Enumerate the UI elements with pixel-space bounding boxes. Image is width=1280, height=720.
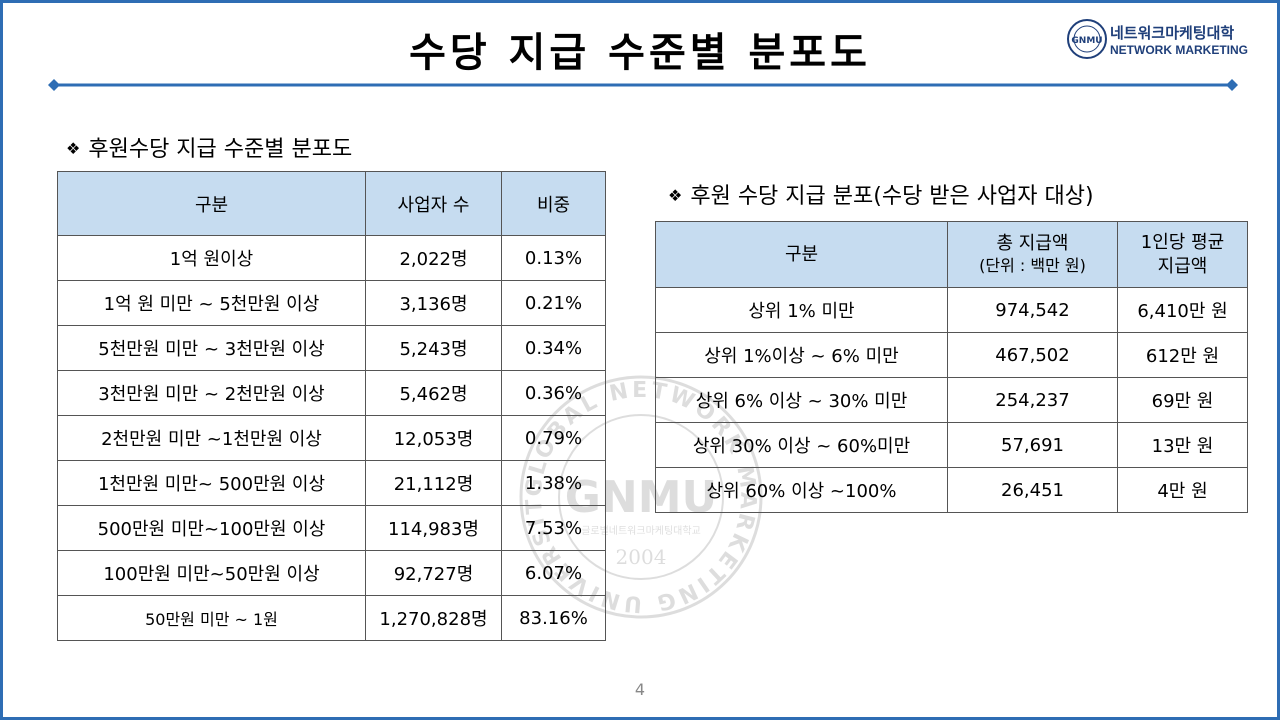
table-row: 2천만원 미만 ~1천만원 이상 12,053명 0.79% (57, 415, 606, 461)
table-row: 상위 1% 미만 974,542 6,410만 원 (655, 287, 1248, 333)
logo-english-name: NETWORK MARKETING (1110, 43, 1248, 57)
table-row: 1억 원이상 2,022명 0.13% (57, 235, 606, 281)
university-emblem-icon: GNMU (1067, 19, 1107, 59)
header-total-payment: 총 지급액 (단위 : 백만 원) (947, 221, 1118, 288)
slide-title: 수당 지급 수준별 분포도 (409, 30, 871, 76)
row-count: 92,727명 (365, 550, 502, 596)
row-category: 5천만원 미만 ~ 3천만원 이상 (57, 325, 366, 371)
table-header-row: 구분 총 지급액 (단위 : 백만 원) 1인당 평균 지급액 (655, 221, 1248, 288)
row-category: 상위 1%이상 ~ 6% 미만 (655, 332, 948, 378)
row-total: 26,451 (947, 467, 1118, 513)
table-row: 50만원 미만 ~ 1원 1,270,828명 83.16% (57, 595, 606, 641)
row-category: 2천만원 미만 ~1천만원 이상 (57, 415, 366, 461)
diamond-bullet-icon: ❖ (668, 186, 683, 205)
row-category: 50만원 미만 ~ 1원 (57, 595, 366, 641)
table-row: 5천만원 미만 ~ 3천만원 이상 5,243명 0.34% (57, 325, 606, 371)
row-ratio: 0.13% (501, 235, 606, 281)
university-logo: GNMU 네트워크마케팅대학 NETWORK MARKETING (1066, 18, 1266, 62)
row-ratio: 1.38% (501, 460, 606, 506)
row-ratio: 0.36% (501, 370, 606, 416)
row-category: 상위 60% 이상 ~100% (655, 467, 948, 513)
table-row: 1천만원 미만~ 500만원 이상 21,112명 1.38% (57, 460, 606, 506)
row-average: 4만 원 (1117, 467, 1248, 513)
table-row: 500만원 미만~100만원 이상 114,983명 7.53% (57, 505, 606, 551)
payment-distribution-table: 구분 총 지급액 (단위 : 백만 원) 1인당 평균 지급액 상위 1% 미만… (655, 221, 1248, 513)
logo-korean-name: 네트워크마케팅대학 (1110, 24, 1235, 42)
row-ratio: 0.21% (501, 280, 606, 326)
row-category: 1억 원이상 (57, 235, 366, 281)
table-header-row: 구분 사업자 수 비중 (57, 171, 606, 236)
left-section-heading: ❖ 후원수당 지급 수준별 분포도 (66, 137, 353, 162)
seal-korean-text: 글로벌네트워크마케팅대학교 (581, 524, 701, 537)
page-number: 4 (634, 680, 646, 699)
row-count: 2,022명 (365, 235, 502, 281)
row-average: 69만 원 (1117, 377, 1248, 423)
seal-year: 2004 (616, 545, 667, 569)
row-category: 3천만원 미만 ~ 2천만원 이상 (57, 370, 366, 416)
row-ratio: 83.16% (501, 595, 606, 641)
table-row: 상위 6% 이상 ~ 30% 미만 254,237 69만 원 (655, 377, 1248, 423)
row-total: 254,237 (947, 377, 1118, 423)
header-business-count: 사업자 수 (365, 171, 502, 236)
svg-text:GNMU: GNMU (1071, 36, 1102, 46)
row-total: 57,691 (947, 422, 1118, 468)
row-ratio: 0.79% (501, 415, 606, 461)
row-ratio: 7.53% (501, 505, 606, 551)
row-count: 114,983명 (365, 505, 502, 551)
row-count: 12,053명 (365, 415, 502, 461)
table-row: 상위 1%이상 ~ 6% 미만 467,502 612만 원 (655, 332, 1248, 378)
table-row: 1억 원 미만 ~ 5천만원 이상 3,136명 0.21% (57, 280, 606, 326)
diamond-bullet-icon: ❖ (66, 139, 81, 158)
row-count: 3,136명 (365, 280, 502, 326)
row-category: 100만원 미만~50만원 이상 (57, 550, 366, 596)
header-average-payment: 1인당 평균 지급액 (1117, 221, 1248, 288)
row-count: 5,243명 (365, 325, 502, 371)
row-average: 612만 원 (1117, 332, 1248, 378)
row-category: 500만원 미만~100만원 이상 (57, 505, 366, 551)
row-category: 상위 1% 미만 (655, 287, 948, 333)
table-row: 상위 30% 이상 ~ 60%미만 57,691 13만 원 (655, 422, 1248, 468)
row-average: 13만 원 (1117, 422, 1248, 468)
row-average: 6,410만 원 (1117, 287, 1248, 333)
right-section-heading: ❖ 후원 수당 지급 분포(수당 받은 사업자 대상) (668, 184, 1094, 209)
table-row: 상위 60% 이상 ~100% 26,451 4만 원 (655, 467, 1248, 513)
title-divider (48, 79, 1238, 91)
row-count: 5,462명 (365, 370, 502, 416)
row-total: 467,502 (947, 332, 1118, 378)
row-count: 1,270,828명 (365, 595, 502, 641)
row-category: 1억 원 미만 ~ 5천만원 이상 (57, 280, 366, 326)
row-category: 상위 30% 이상 ~ 60%미만 (655, 422, 948, 468)
row-category: 상위 6% 이상 ~ 30% 미만 (655, 377, 948, 423)
header-ratio: 비중 (501, 171, 606, 236)
row-ratio: 6.07% (501, 550, 606, 596)
row-ratio: 0.34% (501, 325, 606, 371)
table-row: 100만원 미만~50만원 이상 92,727명 6.07% (57, 550, 606, 596)
table-row: 3천만원 미만 ~ 2천만원 이상 5,462명 0.36% (57, 370, 606, 416)
header-category: 구분 (655, 221, 948, 288)
row-total: 974,542 (947, 287, 1118, 333)
row-count: 21,112명 (365, 460, 502, 506)
payment-level-distribution-table: 구분 사업자 수 비중 1억 원이상 2,022명 0.13% 1억 원 미만 … (57, 171, 606, 641)
header-category: 구분 (57, 171, 366, 236)
row-category: 1천만원 미만~ 500만원 이상 (57, 460, 366, 506)
